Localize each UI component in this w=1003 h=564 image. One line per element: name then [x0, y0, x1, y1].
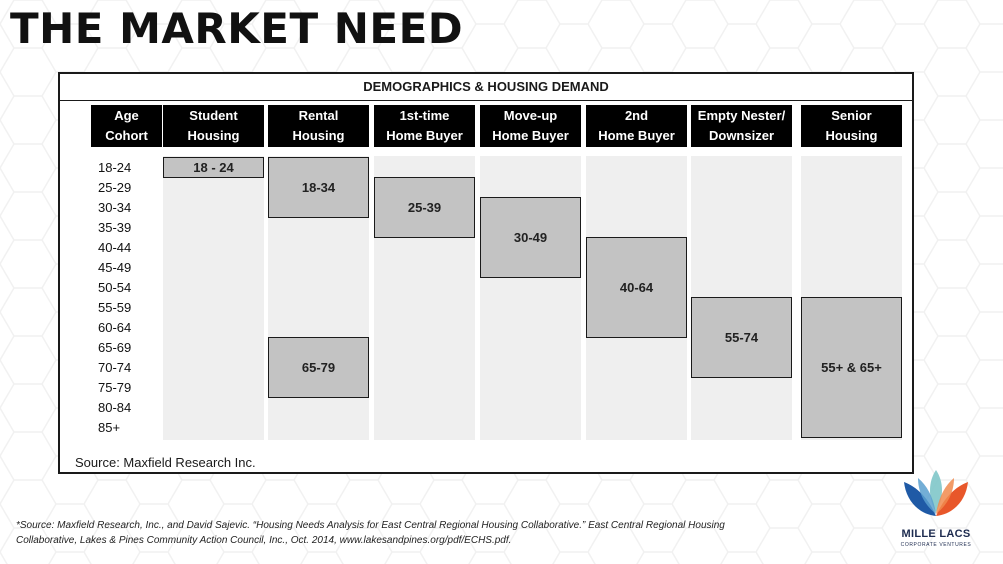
footnote-line-1: *Source: Maxfield Research, Inc., and Da…	[16, 520, 725, 531]
age-cohort-label: 50-54	[98, 280, 132, 295]
age-range-label: 55+ & 65+	[821, 360, 882, 375]
age-range-box: 30-49	[480, 197, 581, 278]
column-header-line: Senior	[831, 108, 872, 123]
diagram-title: DEMOGRAPHICS & HOUSING DEMAND	[363, 79, 609, 94]
column-header: Student Housing	[163, 105, 264, 147]
age-range-label: 65-79	[301, 360, 336, 375]
column-header-line: Home Buyer	[598, 128, 675, 143]
age-range-box: 18 - 24	[163, 157, 264, 178]
column-header-line: Cohort	[105, 128, 148, 143]
column-header: 2nd Home Buyer	[586, 105, 687, 147]
column-header: 1st-time Home Buyer	[374, 105, 475, 147]
column-header: Move-up Home Buyer	[480, 105, 581, 147]
age-range-label: 55-74	[724, 330, 759, 345]
column-header-line: Home Buyer	[386, 128, 463, 143]
age-range-box: 18-34	[268, 157, 369, 218]
age-cohort-label: 40-44	[98, 240, 132, 255]
column-header-line: Age	[114, 108, 139, 123]
column-header-line: Housing	[825, 128, 878, 143]
column-header: Rental Housing	[268, 105, 369, 147]
age-cohort-label: 75-79	[98, 380, 132, 395]
age-cohort-label: 35-39	[98, 220, 132, 235]
age-range-label: 30-49	[513, 230, 548, 245]
age-cohort-label: 18-24	[98, 160, 132, 175]
column-body	[163, 156, 264, 440]
column-header: Age Cohort	[91, 105, 162, 147]
column-header-line: Home Buyer	[492, 128, 569, 143]
column-header-line: Student	[189, 108, 238, 123]
demographics-diagram: DEMOGRAPHICS & HOUSING DEMAND Age Cohort S…	[58, 72, 914, 474]
age-range-label: 18 - 24	[193, 160, 234, 175]
diagram-source: Source: Maxfield Research Inc.	[75, 455, 256, 470]
column-header-line: Empty Nester/	[697, 108, 786, 123]
age-range-box: 25-39	[374, 177, 475, 238]
column-header-line: Housing	[187, 128, 240, 143]
logo-tagline: CORPORATE VENTURES	[900, 542, 972, 548]
age-range-label: 40-64	[619, 280, 654, 295]
age-range-box: 65-79	[268, 337, 369, 398]
age-range-label: 18-34	[301, 180, 336, 195]
age-range-box: 55+ & 65+	[801, 297, 902, 438]
age-range-box: 55-74	[691, 297, 792, 378]
logo-name: MILLE LACS	[901, 528, 971, 540]
age-cohort-label: 25-29	[98, 180, 132, 195]
age-cohort-label: 65-69	[98, 340, 132, 355]
footnote: *Source: Maxfield Research, Inc., and Da…	[16, 518, 856, 548]
column-header-line: Housing	[292, 128, 345, 143]
slide-title: THE MARKET NEED	[10, 4, 464, 53]
age-cohort-label: 70-74	[98, 360, 132, 375]
column-header-line: 2nd	[624, 108, 649, 123]
age-cohort-label: 30-34	[98, 200, 132, 215]
footnote-line-2: Collaborative, Lakes & Pines Community A…	[16, 535, 512, 546]
lotus-logo-icon	[904, 470, 968, 516]
column-header-line: Move-up	[503, 108, 558, 123]
title-divider	[60, 100, 912, 101]
column-header-line: Rental	[298, 108, 339, 123]
column-header-line: Downsizer	[708, 128, 774, 143]
age-cohort-label: 45-49	[98, 260, 132, 275]
mille-lacs-logo: MILLE LACS CORPORATE VENTURES	[888, 468, 984, 552]
column-header-line: 1st-time	[399, 108, 450, 123]
age-cohort-label: 85+	[98, 420, 121, 435]
age-range-label: 25-39	[407, 200, 442, 215]
age-cohort-label: 60-64	[98, 320, 132, 335]
column-header: Empty Nester/Downsizer	[691, 105, 792, 147]
column-header: Senior Housing	[801, 105, 902, 147]
age-range-box: 40-64	[586, 237, 687, 338]
age-cohort-label: 80-84	[98, 400, 132, 415]
age-cohort-label: 55-59	[98, 300, 132, 315]
